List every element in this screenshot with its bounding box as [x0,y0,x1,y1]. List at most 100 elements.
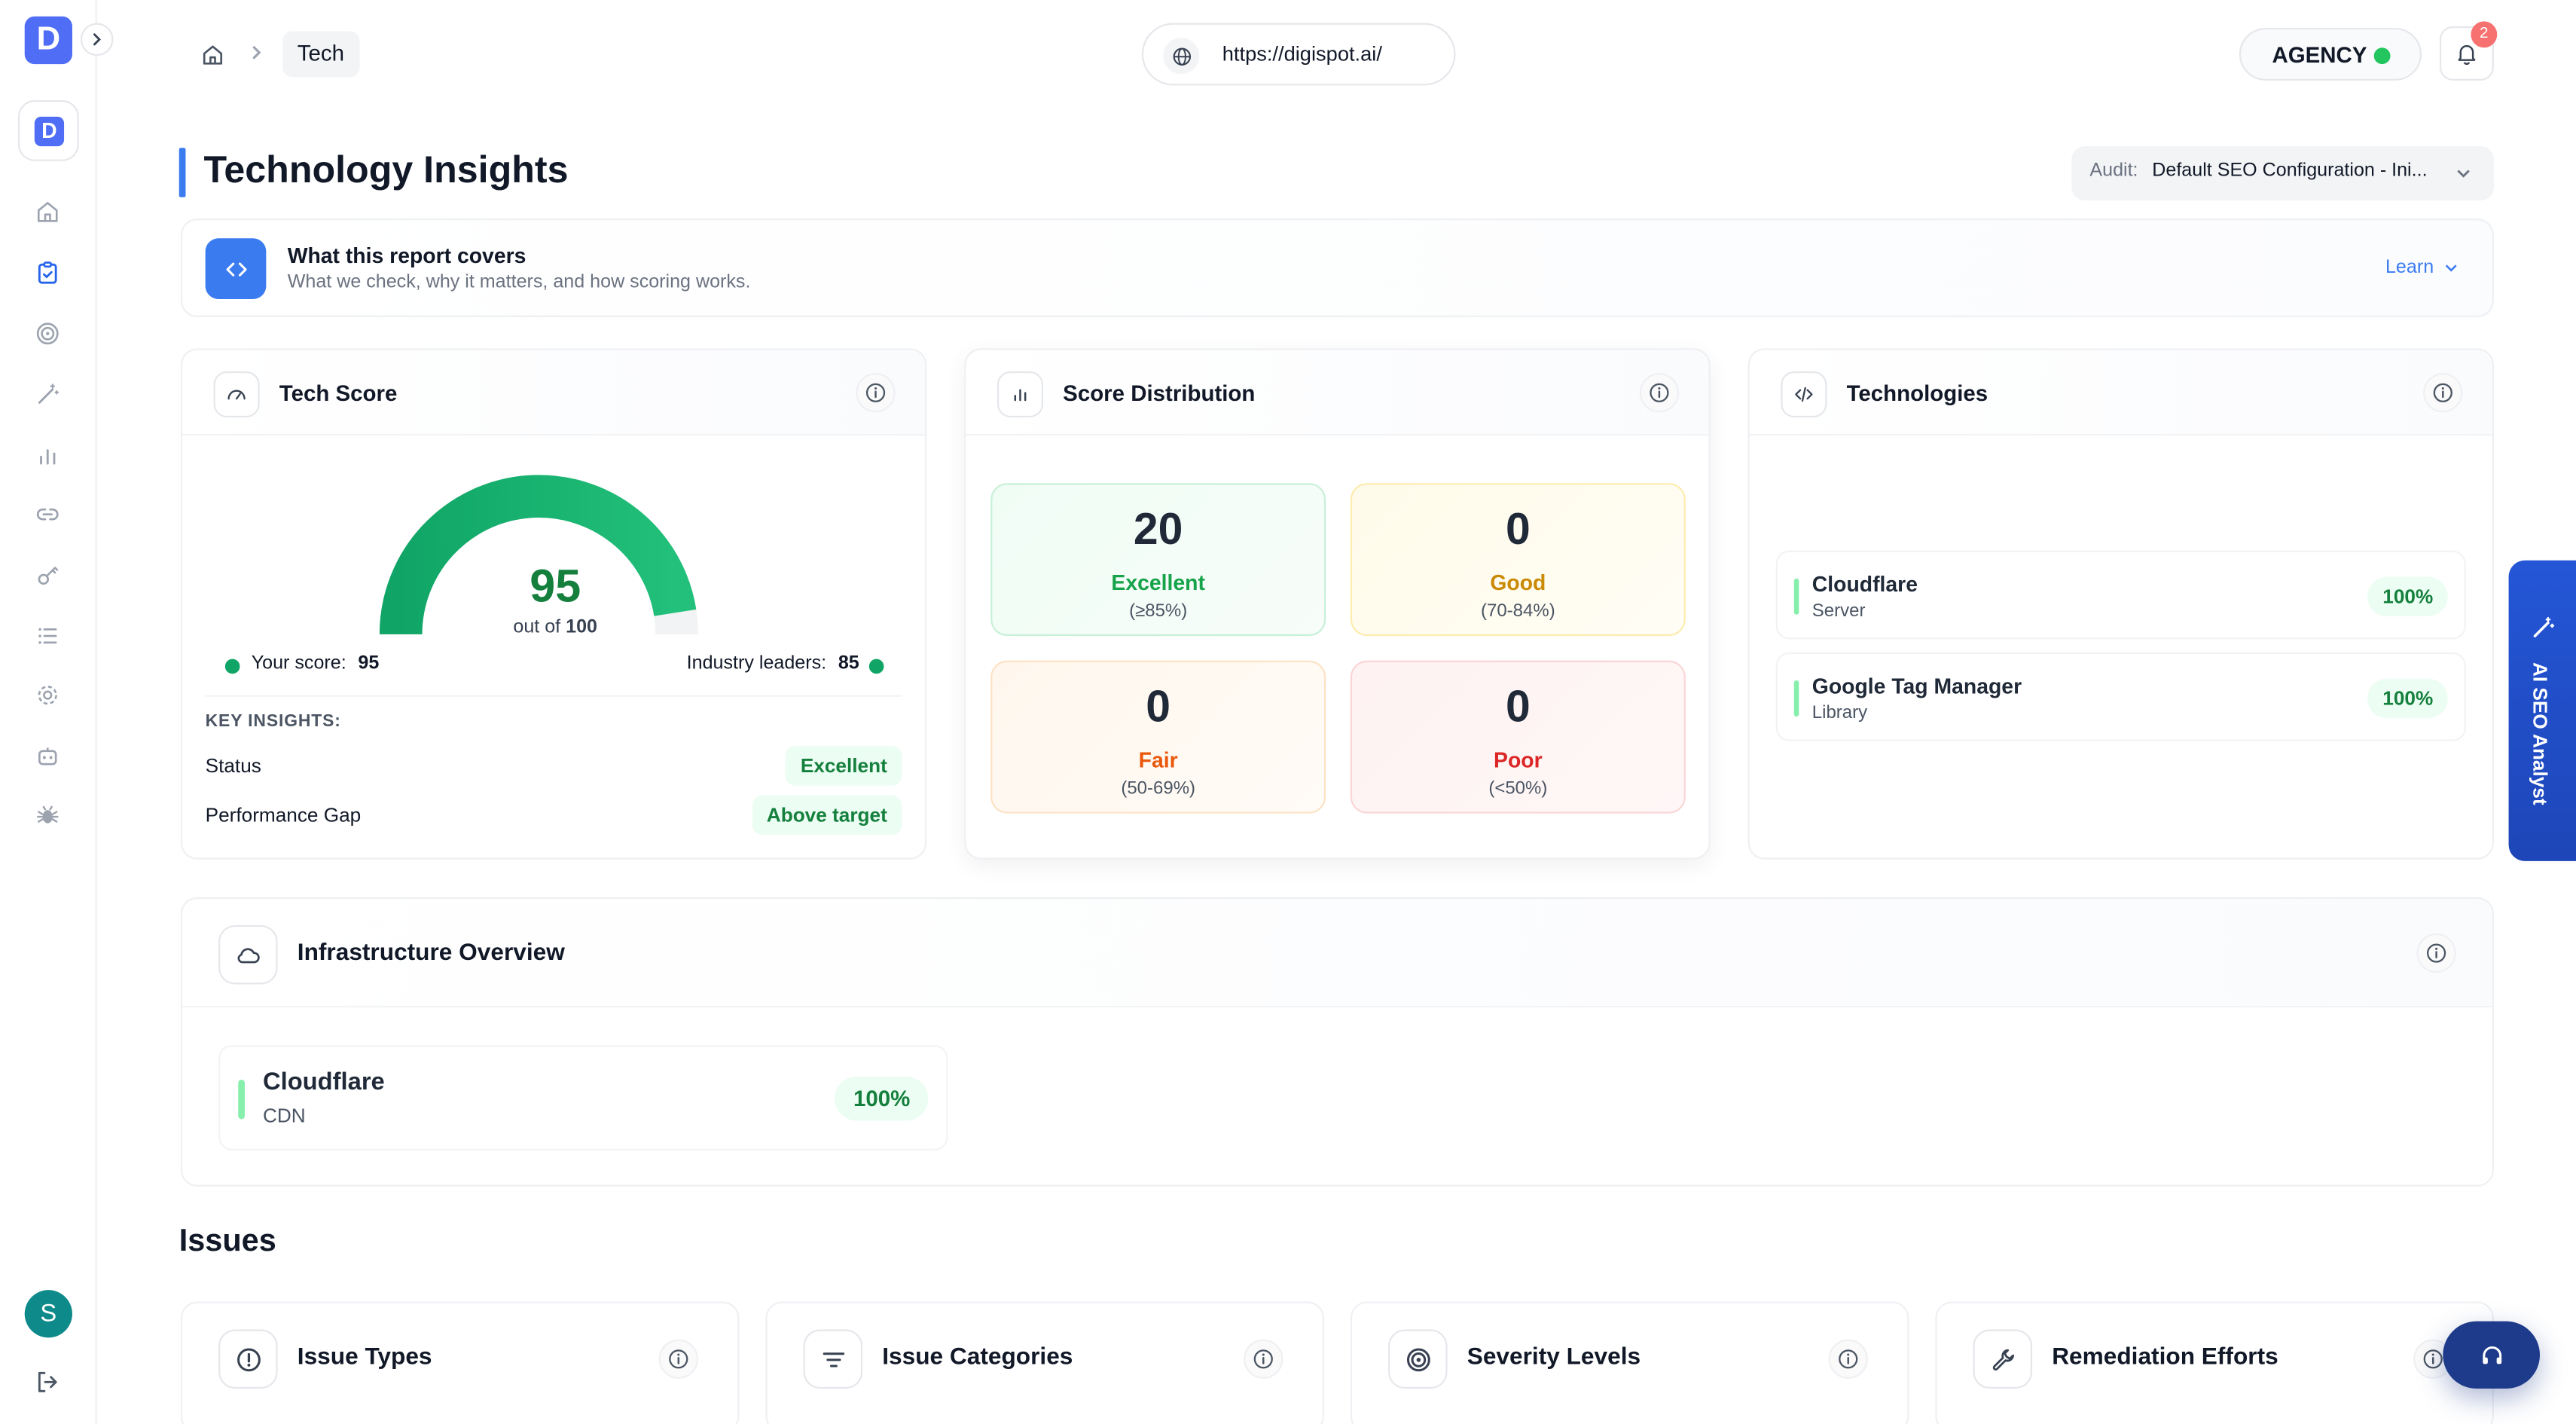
learn-toggle[interactable]: Learn [2385,255,2460,281]
ai-seo-analyst-tab[interactable]: AI SEO Analyst [2508,560,2576,861]
insight-status-badge: Excellent [786,746,902,786]
card-header [182,899,2492,1008]
infrastructure-item[interactable]: Cloudflare CDN 100% [218,1045,948,1151]
cloud-icon [218,924,278,985]
sidebar: D D [0,0,114,1424]
sidebar-item-keywords[interactable] [33,561,63,590]
industry-leaders-dot [868,659,884,674]
tech-score-info-button[interactable] [856,373,896,413]
score-distribution-card: Score Distribution 20 Excellent (≥85%) 0… [964,348,1711,860]
your-score-value: 95 [358,654,380,674]
card-header [182,350,925,435]
remediation-efforts-title: Remediation Efforts [2052,1344,2278,1371]
sidebar-item-tools[interactable] [33,380,63,409]
out-of-prefix: out of [513,618,561,638]
issue-types-card: Issue Types [180,1301,740,1424]
technology-category: Server [1811,601,1866,622]
workspace-switcher[interactable]: D [17,100,79,161]
globe-icon [1163,38,1200,75]
issue-types-title: Issue Types [297,1344,432,1371]
issue-types-info-button[interactable] [658,1339,698,1379]
card-header [966,350,1709,435]
distribution-good[interactable]: 0 Good (70-84%) [1350,483,1686,637]
sidebar-item-goals[interactable] [33,319,63,348]
chevron-down-icon [2446,264,2458,272]
distribution-label: Poor [1494,747,1543,773]
magic-wand-icon [38,384,59,404]
chevron-right-icon [252,45,261,60]
technology-item[interactable]: Cloudflare Server 100% [1775,550,2466,640]
sidebar-item-audit[interactable] [33,258,63,287]
app-logo[interactable]: D [24,16,72,65]
distribution-range: (<50%) [1488,778,1548,799]
distribution-count: 0 [1146,682,1171,732]
learn-label: Learn [2385,258,2434,278]
chevron-down-icon [2457,170,2470,178]
technologies-info-button[interactable] [2423,373,2463,413]
infrastructure-info-button[interactable] [2416,933,2456,973]
magic-wand-icon [2533,616,2555,637]
workspace-logo: D [34,116,65,147]
user-avatar[interactable]: S [24,1290,72,1338]
severity-levels-info-button[interactable] [1828,1339,1868,1379]
your-score: Your score: 95 [252,654,380,674]
distribution-range: (50-69%) [1121,778,1196,799]
sidebar-item-analytics[interactable] [33,441,63,470]
technology-accent-bar [1793,680,1799,717]
logout-button[interactable] [33,1367,63,1397]
info-icon [2433,383,2452,402]
technology-percent: 100% [2367,576,2448,616]
target-icon [1388,1329,1448,1389]
distribution-label: Fair [1138,747,1178,773]
audit-selector[interactable]: Audit: Default SEO Configuration - Ini..… [2071,146,2494,201]
url-bar[interactable]: https://digispot.ai/ [1141,23,1456,86]
breadcrumb-separator [246,43,266,63]
score-distribution-info-button[interactable] [1639,373,1680,413]
divider [205,695,902,697]
your-score-dot [224,659,240,674]
code-icon [205,238,267,299]
insight-gap-badge: Above target [752,795,902,836]
score-distribution-title: Score Distribution [1063,381,1256,406]
sidebar-item-settings[interactable] [33,680,63,710]
home-breadcrumb-button[interactable] [197,39,227,69]
page-title: Technology Insights [203,148,569,191]
wrench-icon [1973,1329,2033,1389]
tech-score-card: Tech Score 95 out of 100 Your score: 95 [180,348,927,860]
home-icon [37,202,58,222]
target-icon [36,322,59,345]
sidebar-expand-button[interactable] [80,23,114,57]
distribution-label: Excellent [1111,570,1205,595]
info-icon [865,383,886,402]
issue-categories-info-button[interactable] [1244,1339,1283,1379]
url-text: https://digispot.ai/ [1222,42,1382,66]
sidebar-item-crawler[interactable] [33,800,63,830]
infrastructure-name: Cloudflare [262,1068,385,1096]
link-icon [36,508,59,521]
distribution-fair[interactable]: 0 Fair (50-69%) [990,660,1326,814]
infrastructure-accent-bar [238,1079,245,1120]
tech-score-title: Tech Score [279,381,398,406]
technology-item[interactable]: Google Tag Manager Library 100% [1775,652,2466,741]
sidebar-item-list[interactable] [33,621,63,650]
plan-badge[interactable]: AGENCY [2239,28,2422,81]
distribution-range: (70-84%) [1481,601,1555,622]
distribution-range: (≥85%) [1129,601,1188,622]
logout-icon [38,1371,57,1392]
remediation-efforts-card: Remediation Efforts [1935,1301,2494,1424]
distribution-poor[interactable]: 0 Poor (<50%) [1350,660,1686,814]
distribution-excellent[interactable]: 20 Excellent (≥85%) [990,483,1326,637]
infrastructure-title: Infrastructure Overview [297,940,565,967]
breadcrumb-current[interactable]: Tech [282,31,359,78]
notification-count-badge: 2 [2471,21,2498,48]
support-chat-button[interactable] [2443,1321,2541,1389]
issue-categories-card: Issue Categories [765,1301,1324,1424]
sidebar-item-bot[interactable] [33,741,63,771]
robot-icon [38,747,57,765]
gauge-fill [379,475,697,635]
distribution-count: 0 [1505,504,1531,555]
sidebar-item-home[interactable] [33,197,63,227]
technology-category: Library [1811,703,1868,723]
gear-icon [38,685,57,705]
sidebar-item-links[interactable] [33,500,63,529]
